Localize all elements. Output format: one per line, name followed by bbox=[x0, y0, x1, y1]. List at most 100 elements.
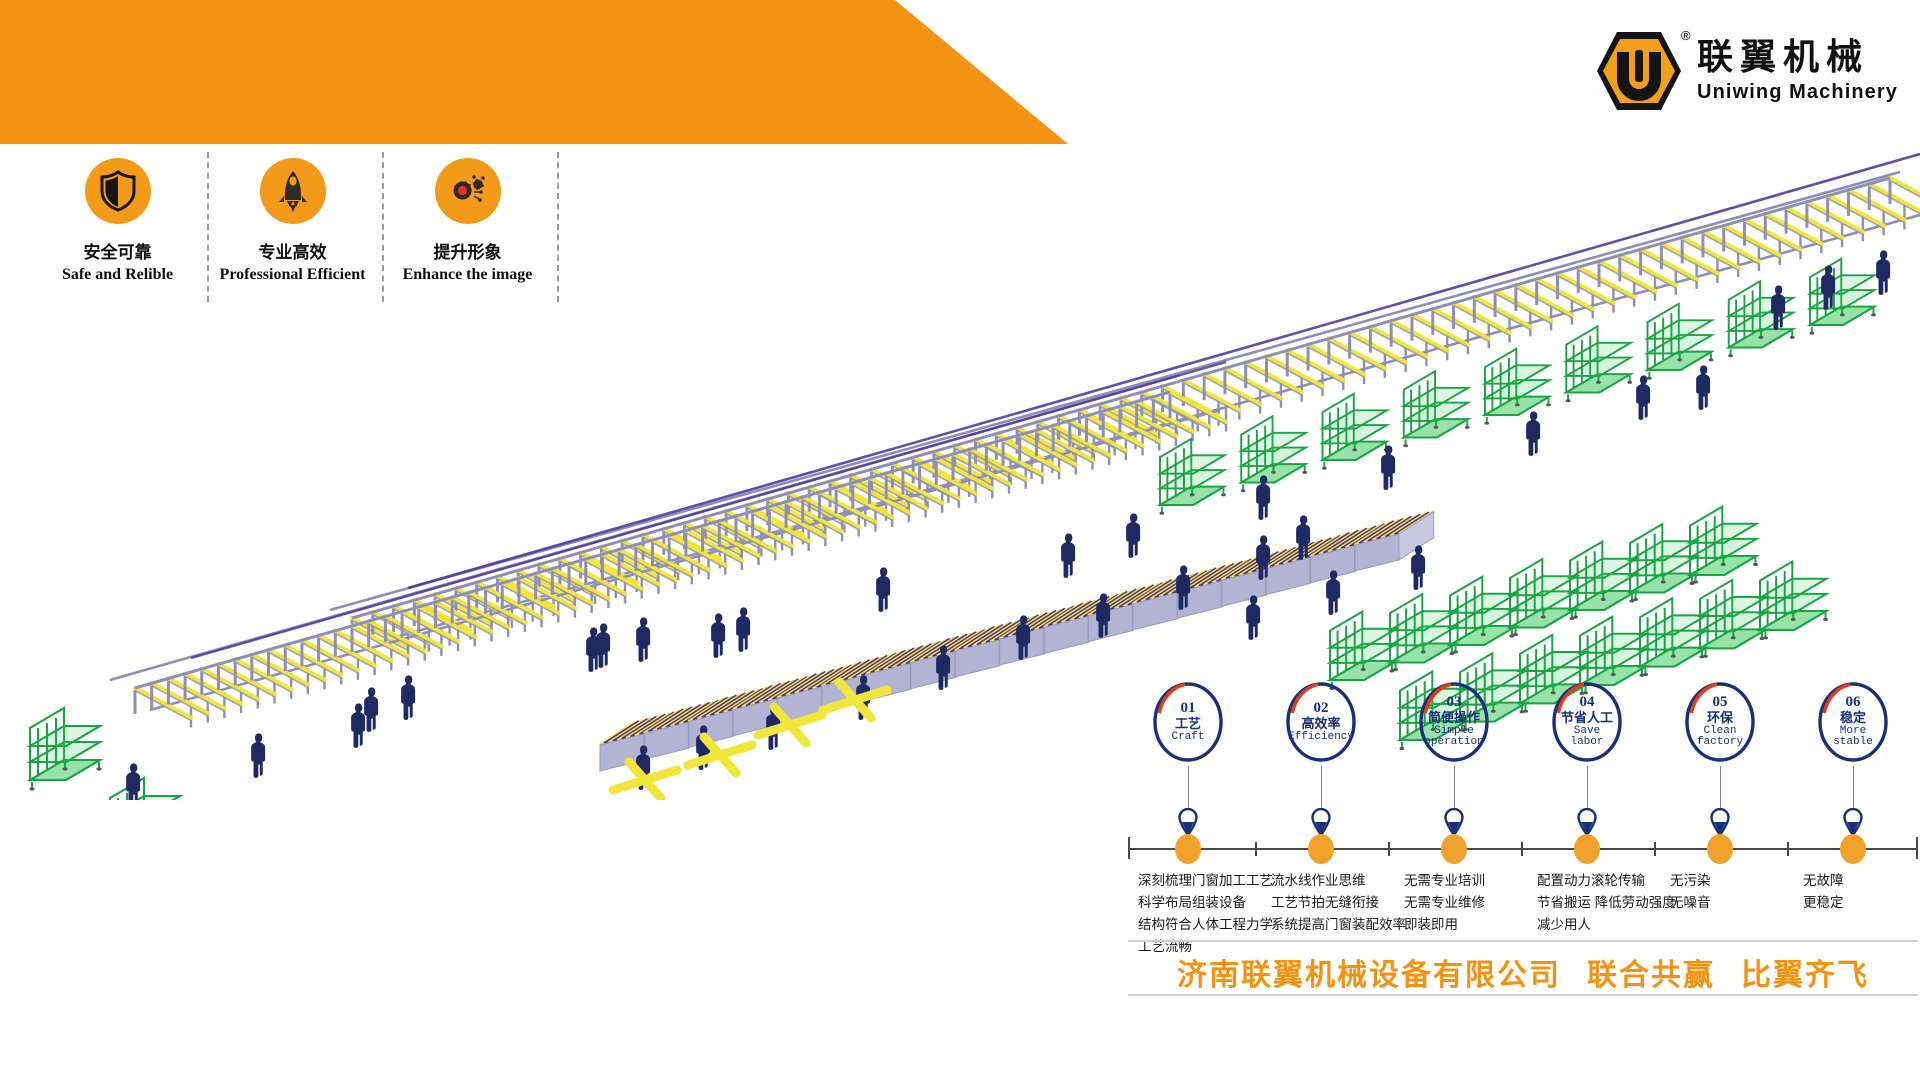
material-rack bbox=[1508, 558, 1580, 639]
material-rack bbox=[1448, 575, 1520, 657]
badge-title-cn: 简便操作 bbox=[1427, 710, 1480, 726]
timeline-dot bbox=[1707, 834, 1733, 864]
material-rack bbox=[1688, 505, 1760, 587]
gear-network-icon bbox=[434, 158, 501, 224]
middle-conveyor-rollers bbox=[132, 360, 1229, 728]
badge-text: 05 环保 Clean factory bbox=[1683, 680, 1757, 764]
map-pin-icon bbox=[1444, 808, 1464, 836]
material-rack bbox=[1320, 392, 1390, 471]
material-rack bbox=[1727, 280, 1796, 359]
worker-figure bbox=[711, 613, 726, 658]
badge-title-cn: 高效率 bbox=[1301, 716, 1341, 732]
desc-line: 无需专业培训 bbox=[1404, 873, 1485, 888]
badge-title-en: Simple operation bbox=[1424, 724, 1484, 749]
badge-stem bbox=[1454, 766, 1455, 808]
badge-number: 02 bbox=[1313, 699, 1329, 716]
axis-tick bbox=[1787, 842, 1789, 856]
badge-ring-icon bbox=[1818, 682, 1888, 762]
material-rack bbox=[1698, 578, 1770, 660]
badge-title-cn: 节省人工 bbox=[1560, 710, 1613, 726]
timeline-desc-05: 无污染 无噪音 bbox=[1670, 870, 1711, 914]
footer-company-line: 济南联翼机械设备有限公司 联合共赢 比翼齐飞 bbox=[1128, 950, 1918, 994]
badge-ring-icon bbox=[1286, 682, 1356, 762]
badge-title-cn: 环保 bbox=[1706, 710, 1733, 726]
worker-figure bbox=[1696, 365, 1711, 410]
badge-title-en: Save labor bbox=[1570, 724, 1604, 749]
material-rack bbox=[1564, 325, 1634, 404]
timeline-badge-02[interactable]: 02 高效率 Efficiency bbox=[1284, 680, 1358, 764]
badge-number: 05 bbox=[1712, 694, 1728, 711]
timeline-desc-06: 无故障 更稳定 bbox=[1803, 870, 1844, 914]
desc-line: 无故障 bbox=[1803, 873, 1844, 888]
worker-figure bbox=[351, 703, 366, 748]
badge-title-en: Efficiency bbox=[1287, 730, 1354, 743]
shield-icon bbox=[84, 158, 151, 224]
map-pin-icon bbox=[1710, 808, 1730, 836]
worker-figure bbox=[364, 687, 379, 732]
hexagon-u-icon: ® bbox=[1595, 28, 1691, 112]
desc-line: 系统提高门窗装配效率 bbox=[1271, 916, 1406, 932]
material-rack bbox=[1758, 560, 1830, 642]
timeline-badge-05[interactable]: 05 环保 Clean factory bbox=[1683, 680, 1757, 764]
worker-figure bbox=[1246, 595, 1261, 640]
desc-line: 更稳定 bbox=[1803, 894, 1844, 910]
footer-band: 济南联翼机械设备有限公司 联合共赢 比翼齐飞 bbox=[1128, 940, 1918, 1002]
badge-title-cn: 稳定 bbox=[1839, 710, 1866, 726]
timeline-badge-06[interactable]: 06 稳定 More stable bbox=[1816, 680, 1890, 764]
timeline-badge-03[interactable]: 03 简便操作 Simple operation bbox=[1417, 680, 1491, 764]
feature-item-safe: 安全可靠 Safe and Relible bbox=[30, 152, 209, 312]
timeline-badges: 01 工艺 Craft 02 高效率 Efficiency 03 简便操作 Simple oper… bbox=[1128, 680, 1918, 790]
badge-text: 06 稳定 More stable bbox=[1816, 680, 1890, 764]
rocket-icon bbox=[259, 158, 326, 224]
feature-strip: 安全可靠 Safe and Relible 专业高效 Professional … bbox=[30, 152, 610, 312]
window-frame-cross bbox=[683, 732, 757, 778]
brand-name-en: Uniwing Machinery bbox=[1697, 80, 1898, 103]
assembly-table bbox=[1354, 510, 1435, 572]
conveyor-tables bbox=[599, 510, 1435, 772]
feature-divider bbox=[207, 152, 209, 302]
feature-item-professional: 专业高效 Professional Efficient bbox=[205, 152, 384, 312]
badge-number: 04 bbox=[1579, 694, 1595, 711]
timeline-dot bbox=[1441, 834, 1467, 864]
axis-tick bbox=[1521, 842, 1523, 856]
material-rack bbox=[28, 706, 103, 792]
badge-stem bbox=[1720, 766, 1721, 808]
material-rack bbox=[1388, 593, 1460, 674]
feature-label-en: Enhance the image bbox=[402, 266, 533, 283]
material-rack bbox=[1568, 540, 1640, 622]
desc-line: 无需专业维修 bbox=[1404, 894, 1485, 910]
feature-item-image: 提升形象 Enhance the image bbox=[380, 152, 559, 312]
badge-stem bbox=[1587, 766, 1588, 808]
conveyor-middle bbox=[109, 360, 1229, 728]
worker-figure bbox=[736, 607, 751, 652]
badge-stem bbox=[1188, 766, 1189, 808]
timeline-badge-01[interactable]: 01 工艺 Craft bbox=[1151, 680, 1225, 764]
worker-figure bbox=[1126, 513, 1141, 558]
axis-end-cap bbox=[1916, 837, 1918, 859]
registered-trademark-icon: ® bbox=[1681, 28, 1691, 43]
desc-line: 工艺流畅 bbox=[1138, 938, 1192, 954]
material-rack bbox=[108, 776, 183, 800]
badge-number: 06 bbox=[1845, 694, 1861, 711]
material-rack bbox=[1808, 257, 1877, 336]
header-banner bbox=[0, 0, 1068, 144]
footer-rule-bottom bbox=[1128, 994, 1918, 996]
feature-label-en: Professional Efficient bbox=[219, 266, 366, 283]
material-rack bbox=[1628, 523, 1700, 604]
feature-divider bbox=[557, 152, 559, 302]
feature-label-cn: 提升形象 bbox=[433, 243, 502, 262]
worker-figure bbox=[1526, 411, 1541, 456]
desc-line: 减少用人 bbox=[1537, 916, 1591, 932]
map-pin-icon bbox=[1843, 808, 1863, 836]
timeline-dot bbox=[1308, 834, 1334, 864]
timeline-badge-04[interactable]: 04 节省人工 Save labor bbox=[1550, 680, 1624, 764]
timeline-desc-01: 深刻梳理门窗加工工艺 科学布局组装设备 结构符合人体工程力学 工艺流畅 bbox=[1138, 870, 1273, 957]
footer-slogan-1: 联合共赢 bbox=[1587, 959, 1715, 992]
desc-line: 科学布局组装设备 bbox=[1138, 894, 1246, 910]
desc-line: 结构符合人体工程力学 bbox=[1138, 916, 1273, 932]
feature-divider bbox=[382, 152, 384, 302]
badge-title-en: More stable bbox=[1833, 724, 1873, 749]
desc-line: 无污染 bbox=[1670, 873, 1711, 888]
badge-ring-icon bbox=[1153, 682, 1223, 762]
desc-line: 无噪音 bbox=[1670, 894, 1711, 910]
